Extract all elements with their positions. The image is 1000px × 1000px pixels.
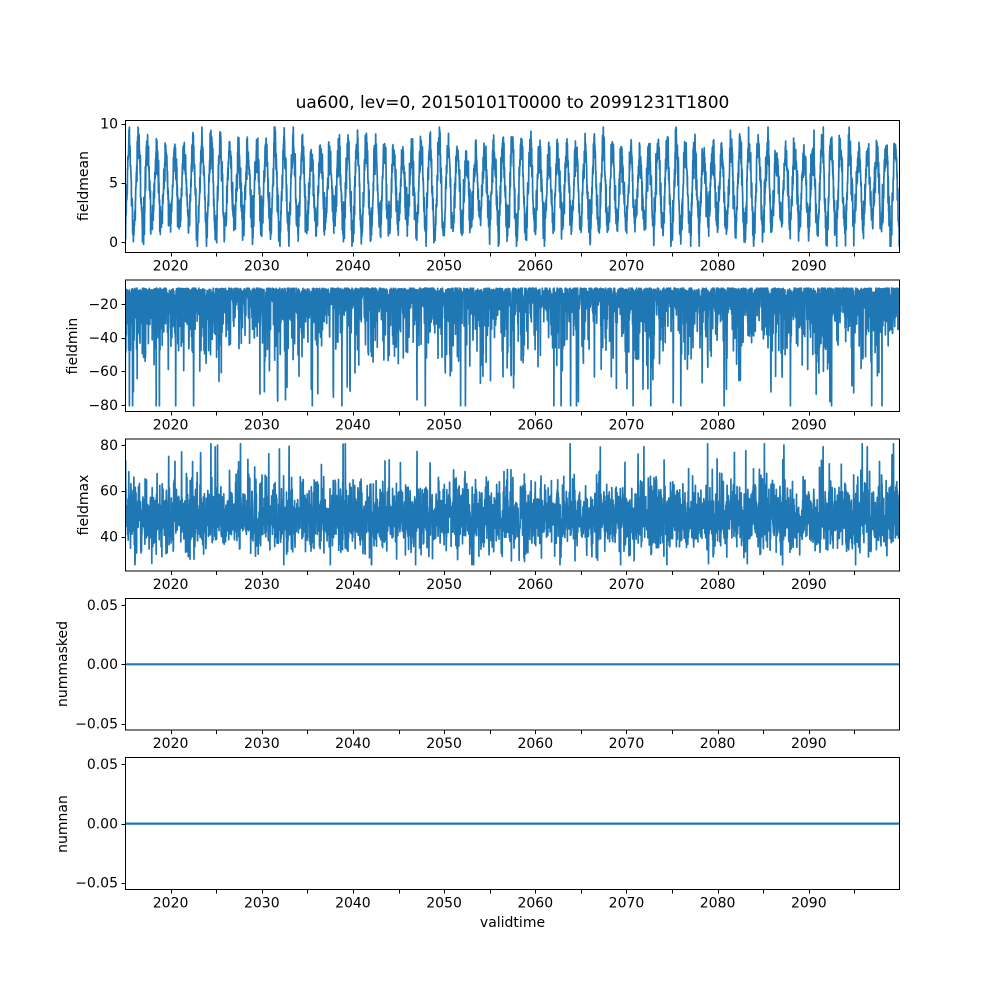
y-tick-label: 10 xyxy=(100,116,118,132)
x-tick-label: 2080 xyxy=(700,258,736,274)
x-tick-label: 2070 xyxy=(609,577,645,593)
axes-frame-nummasked xyxy=(125,597,900,731)
axes-frame-fieldmean xyxy=(125,120,900,253)
y-tick-label: 5 xyxy=(109,176,118,192)
x-tick-label: 2060 xyxy=(517,418,553,434)
x-tick-label: 2030 xyxy=(244,736,280,752)
y-axis-title-numnan: numnan xyxy=(55,795,71,853)
y-tick-label: 0.00 xyxy=(87,657,118,673)
y-axis-title-fieldmax: fieldmax xyxy=(76,474,92,536)
axes-frame-fieldmin xyxy=(125,279,900,413)
x-tick-label: 2070 xyxy=(609,258,645,274)
series-line-fieldmax xyxy=(125,442,900,566)
x-tick-label: 2060 xyxy=(517,258,553,274)
y-tick-label: 40 xyxy=(100,530,118,546)
y-tick-label: 0.05 xyxy=(87,598,118,614)
x-tick-label: 2050 xyxy=(426,896,462,912)
y-tick-label: −20 xyxy=(88,297,118,313)
y-tick-label: 0.00 xyxy=(87,816,118,832)
x-tick-label: 2070 xyxy=(609,896,645,912)
y-tick-label: 0.05 xyxy=(87,757,118,773)
figure-title: ua600, lev=0, 20150101T0000 to 20991231T… xyxy=(295,93,730,113)
series-line-fieldmean xyxy=(125,126,900,248)
x-tick-label: 2050 xyxy=(426,418,462,434)
y-tick-label: −0.05 xyxy=(75,716,118,732)
y-tick-label: 80 xyxy=(100,438,118,454)
x-tick-label: 2060 xyxy=(517,577,553,593)
x-tick-label: 2040 xyxy=(335,258,371,274)
x-tick-label: 2070 xyxy=(609,418,645,434)
x-tick-label: 2040 xyxy=(335,577,371,593)
x-tick-label: 2050 xyxy=(426,258,462,274)
x-tick-label: 2020 xyxy=(153,736,189,752)
x-tick-label: 2080 xyxy=(700,896,736,912)
x-tick-label: 2090 xyxy=(791,258,827,274)
y-tick-label: −80 xyxy=(88,398,118,414)
y-axis-title-nummasked: nummasked xyxy=(55,621,71,708)
x-tick-label: 2090 xyxy=(791,736,827,752)
x-tick-label: 2080 xyxy=(700,418,736,434)
x-tick-label: 2030 xyxy=(244,896,280,912)
y-tick-label: −40 xyxy=(88,331,118,347)
x-tick-label: 2030 xyxy=(244,258,280,274)
x-tick-label: 2090 xyxy=(791,418,827,434)
x-tick-label: 2090 xyxy=(791,577,827,593)
x-tick-label: 2080 xyxy=(700,577,736,593)
x-tick-label: 2020 xyxy=(153,896,189,912)
y-tick-label: 60 xyxy=(100,484,118,500)
x-tick-label: 2030 xyxy=(244,418,280,434)
y-tick-label: −60 xyxy=(88,364,118,380)
x-tick-label: 2040 xyxy=(335,736,371,752)
x-tick-label: 2080 xyxy=(700,736,736,752)
series-line-fieldmin xyxy=(125,287,900,407)
y-axis-title-fieldmin: fieldmin xyxy=(65,317,81,375)
x-tick-label: 2040 xyxy=(335,418,371,434)
x-tick-label: 2030 xyxy=(244,577,280,593)
x-axis-title: validtime xyxy=(479,915,546,931)
x-tick-label: 2060 xyxy=(517,736,553,752)
x-tick-label: 2050 xyxy=(426,736,462,752)
x-tick-label: 2070 xyxy=(609,736,645,752)
x-tick-label: 2020 xyxy=(153,418,189,434)
y-tick-label: −0.05 xyxy=(75,876,118,892)
axes-frame-fieldmax xyxy=(125,438,900,572)
axes-frame-numnan xyxy=(125,757,900,890)
y-axis-title-fieldmean: fieldmean xyxy=(76,151,92,221)
x-tick-label: 2050 xyxy=(426,577,462,593)
x-tick-label: 2020 xyxy=(153,577,189,593)
x-tick-label: 2060 xyxy=(517,896,553,912)
y-tick-label: 0 xyxy=(109,235,118,251)
x-tick-label: 2090 xyxy=(791,896,827,912)
x-tick-label: 2020 xyxy=(153,258,189,274)
x-tick-label: 2040 xyxy=(335,896,371,912)
